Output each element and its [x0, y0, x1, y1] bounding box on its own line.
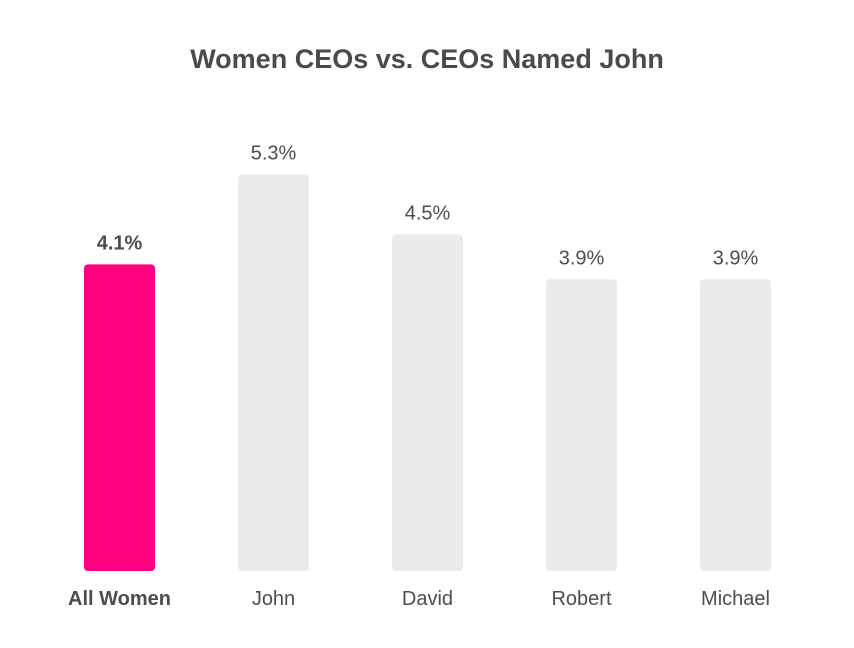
x-tick-label: John [252, 588, 295, 610]
data-label: 4.1% [97, 232, 143, 254]
bar-all-women [84, 264, 155, 571]
data-label: 4.5% [405, 202, 451, 224]
x-tick-label: David [402, 588, 453, 610]
data-label: 5.3% [251, 143, 297, 165]
data-label: 3.9% [559, 247, 605, 269]
data-label: 3.9% [713, 247, 759, 269]
bar-david [392, 234, 463, 571]
x-tick-label: All Women [68, 588, 171, 610]
bar-robert [546, 279, 617, 571]
chart-title: Women CEOs vs. CEOs Named John [190, 44, 664, 74]
bar-michael [700, 279, 771, 571]
x-tick-label: Michael [701, 588, 770, 610]
bar-john [238, 174, 309, 571]
x-tick-label: Robert [551, 588, 611, 610]
